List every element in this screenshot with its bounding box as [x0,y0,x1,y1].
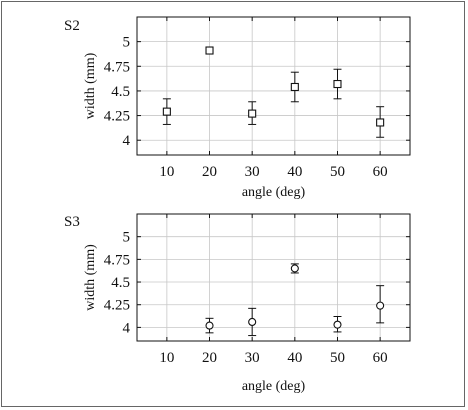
panel-s2-square-data-point [376,118,385,127]
panel-s2-labels: S2 angle (deg) width (mm) [64,18,306,200]
panel-s3-x-tick-label: 50 [330,350,345,366]
panel-s3-x-tick-label: 40 [287,350,302,366]
panel-s3: 10 20 30 40 50 60 4 4.25 4.5 4.75 5 S3 angle (deg)… [64,213,411,394]
panel-s3-x-tick-label: 30 [245,350,260,366]
panel-s2-y-tick-label: 4.5 [111,84,130,100]
panel-s3-x-tick-label: 10 [159,350,174,366]
panel-s3-x-axis-label: angle (deg) [242,379,306,394]
panel-s3-y-axis-label: width (mm) [83,244,98,311]
panel-s3-circle-data-point [290,264,299,273]
panel-s3-x-tick-label: 60 [373,350,388,366]
panel-s2-y-tick-label: 4.25 [104,109,130,125]
panel-s3-grid [137,214,410,341]
panel-s3-title: S3 [64,214,80,230]
panel-s2-square-data-point [333,79,342,89]
panel-s2-grid [137,17,410,155]
panel-s3-x-tick-label: 20 [202,350,217,366]
panel-s3-circle-data-point [248,317,257,327]
panel-s2-square-data-point [205,46,214,55]
panel-s3-y-tick-label: 4.5 [111,275,130,291]
panel-s2-y-axis-label: width (mm) [83,52,98,119]
panel-s3-circle-data-point [333,320,342,329]
panel-s3-circle-data-point [376,301,385,310]
panel-s3-circle-data-point [205,321,214,330]
panel-s2-markers [162,46,385,127]
panel-s2-x-axis-label: angle (deg) [242,185,306,200]
panel-s3-y-tick-label: 4.75 [104,252,130,268]
panel-s3-y-tick-label: 4 [123,320,131,336]
panel-s2-error-bars [162,48,385,138]
panel-s2: 10 20 30 40 50 60 4 4.25 4.5 4.75 5 S2 angle (deg)… [64,16,411,200]
panel-s2-x-tick-label: 10 [159,164,174,180]
panel-s3-labels: S3 angle (deg) width (mm) [64,214,306,394]
panel-s2-x-tick-label: 20 [202,164,217,180]
panel-s2-plot-area [136,16,411,156]
panel-s2-square-data-point [162,107,171,116]
panel-s2-y-tick-label: 4 [123,133,131,149]
panel-s2-y-tick-label: 4.75 [104,59,130,75]
panel-s2-ticks: 10 20 30 40 50 60 4 4.25 4.5 4.75 5 [104,17,410,180]
panel-s2-square-data-point [290,82,299,92]
panel-s2-x-tick-label: 40 [287,164,302,180]
panel-s2-x-tick-label: 60 [373,164,388,180]
panel-s3-y-tick-label: 4.25 [104,298,130,314]
panel-s2-x-tick-label: 50 [330,164,345,180]
panel-s3-y-tick-label: 5 [123,230,131,246]
panel-s2-x-tick-label: 30 [245,164,260,180]
panel-s2-title: S2 [64,18,80,34]
panel-s3-plot-area [136,213,411,342]
panel-s3-markers [205,264,385,330]
panel-s3-ticks: 10 20 30 40 50 60 4 4.25 4.5 4.75 5 [104,214,410,366]
panel-s2-square-data-point [248,109,257,118]
panel-s2-y-tick-label: 5 [123,35,131,51]
